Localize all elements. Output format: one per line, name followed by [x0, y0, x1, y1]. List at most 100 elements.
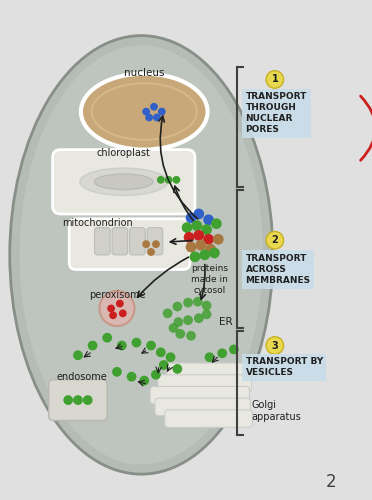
FancyBboxPatch shape [49, 380, 107, 420]
Circle shape [205, 244, 216, 254]
Text: 3: 3 [272, 340, 278, 350]
FancyBboxPatch shape [94, 228, 110, 255]
Circle shape [229, 344, 239, 354]
FancyBboxPatch shape [52, 150, 195, 214]
Circle shape [147, 248, 155, 256]
Circle shape [193, 230, 204, 240]
Circle shape [112, 367, 122, 376]
Text: TRANSPORT BY
VESICLES: TRANSPORT BY VESICLES [246, 357, 323, 378]
Circle shape [186, 242, 196, 252]
Circle shape [102, 333, 112, 342]
Text: TRANSPORT
ACROSS
MEMBRANES: TRANSPORT ACROSS MEMBRANES [246, 254, 311, 285]
Circle shape [150, 103, 158, 110]
FancyBboxPatch shape [155, 398, 250, 415]
Circle shape [88, 340, 97, 350]
Circle shape [183, 316, 193, 325]
Circle shape [145, 114, 153, 122]
FancyBboxPatch shape [158, 374, 251, 392]
Circle shape [83, 395, 93, 405]
Text: TRANSPORT
THROUGH
NUCLEAR
PORES: TRANSPORT THROUGH NUCLEAR PORES [246, 92, 307, 134]
Text: peroxisome: peroxisome [89, 290, 145, 300]
Circle shape [63, 395, 73, 405]
Circle shape [202, 300, 211, 310]
FancyBboxPatch shape [147, 228, 163, 255]
Circle shape [73, 395, 83, 405]
Circle shape [203, 234, 214, 244]
Ellipse shape [80, 168, 168, 196]
Circle shape [186, 212, 196, 223]
Circle shape [211, 218, 222, 229]
Circle shape [151, 370, 161, 380]
Circle shape [203, 214, 214, 225]
Ellipse shape [10, 36, 273, 474]
Circle shape [157, 176, 165, 184]
Circle shape [190, 252, 200, 262]
Circle shape [173, 317, 183, 327]
Text: chloroplast: chloroplast [97, 148, 151, 158]
Circle shape [173, 302, 182, 312]
FancyBboxPatch shape [165, 410, 253, 428]
Circle shape [202, 310, 211, 319]
Circle shape [109, 312, 117, 319]
Text: mitochondrion: mitochondrion [62, 218, 133, 228]
Circle shape [195, 240, 206, 250]
Circle shape [193, 208, 204, 220]
Circle shape [199, 250, 210, 260]
Text: nucleus: nucleus [124, 68, 164, 78]
Circle shape [184, 232, 195, 242]
Circle shape [142, 240, 150, 248]
Circle shape [201, 224, 212, 235]
Circle shape [146, 340, 156, 350]
FancyBboxPatch shape [129, 228, 145, 255]
Circle shape [73, 350, 83, 360]
Text: Golgi
apparatus: Golgi apparatus [251, 400, 301, 421]
Circle shape [183, 298, 193, 308]
Circle shape [266, 232, 283, 249]
Text: 2: 2 [272, 236, 278, 246]
Circle shape [107, 304, 115, 312]
Circle shape [213, 234, 224, 244]
Circle shape [266, 336, 283, 354]
Circle shape [169, 323, 178, 333]
Ellipse shape [94, 174, 153, 190]
Circle shape [127, 372, 137, 382]
Circle shape [173, 364, 182, 374]
Circle shape [99, 291, 135, 326]
FancyBboxPatch shape [112, 228, 128, 255]
Text: 2: 2 [326, 473, 337, 491]
Text: ER: ER [219, 317, 233, 327]
Circle shape [182, 222, 192, 233]
Circle shape [158, 108, 166, 116]
Ellipse shape [81, 74, 208, 150]
Circle shape [142, 108, 150, 116]
Circle shape [173, 176, 180, 184]
Circle shape [119, 310, 127, 317]
Circle shape [193, 297, 203, 306]
Circle shape [132, 338, 141, 347]
Circle shape [140, 376, 149, 386]
Circle shape [192, 220, 202, 231]
Circle shape [153, 114, 161, 122]
Circle shape [156, 348, 166, 357]
Circle shape [116, 300, 124, 308]
Circle shape [166, 352, 176, 362]
Circle shape [117, 340, 127, 350]
Circle shape [194, 314, 204, 323]
Circle shape [163, 308, 173, 318]
Circle shape [209, 248, 220, 258]
Circle shape [186, 331, 196, 340]
Circle shape [266, 70, 283, 88]
Circle shape [205, 352, 214, 362]
Text: 1: 1 [272, 74, 278, 85]
Ellipse shape [19, 46, 263, 465]
FancyBboxPatch shape [167, 363, 253, 380]
FancyBboxPatch shape [69, 219, 190, 270]
Text: endosome: endosome [57, 372, 107, 382]
Circle shape [165, 176, 173, 184]
Circle shape [176, 329, 185, 338]
Circle shape [159, 360, 169, 370]
Text: proteins
made in
cytosol: proteins made in cytosol [191, 264, 228, 295]
Ellipse shape [92, 84, 197, 140]
Circle shape [152, 240, 160, 248]
FancyBboxPatch shape [150, 386, 250, 404]
